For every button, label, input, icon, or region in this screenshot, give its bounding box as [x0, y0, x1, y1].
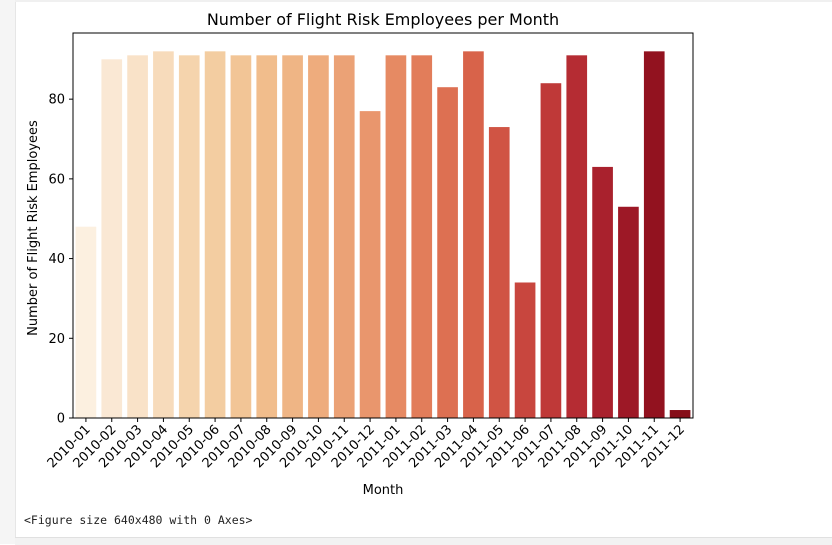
figure-size-output-text: <Figure size 640x480 with 0 Axes> — [24, 513, 253, 527]
bar-2011-11 — [643, 51, 665, 418]
bar-2010-03 — [127, 55, 148, 418]
bar-2011-04 — [463, 51, 484, 418]
plot-frame — [72, 32, 694, 419]
y-tick-label: 0 — [57, 412, 65, 427]
bar-2010-07 — [230, 55, 252, 418]
bar-2011-09 — [592, 166, 613, 418]
y-axis-label: Number of Flight Risk Employees — [26, 120, 41, 336]
bar-2011-06 — [514, 282, 536, 418]
bar-2010-09 — [282, 55, 303, 418]
bar-2010-06 — [204, 51, 226, 418]
bar-2010-12 — [359, 111, 381, 419]
bar-2011-08 — [566, 55, 588, 418]
bar-2010-02 — [101, 59, 123, 418]
bars-group — [75, 51, 691, 419]
bar-2010-10 — [308, 55, 329, 418]
bar-2011-05 — [488, 127, 510, 418]
bar-2011-02 — [411, 55, 433, 418]
chart-title: Number of Flight Risk Employees per Mont… — [207, 10, 559, 29]
next-cell-border — [15, 537, 832, 545]
bar-2011-10 — [618, 206, 639, 418]
cell-output-area: Number of Flight Risk Employees per Mont… — [16, 2, 832, 536]
bar-2011-07 — [540, 83, 562, 418]
bar-2011-01 — [385, 55, 407, 418]
bar-2011-12 — [669, 410, 691, 418]
bar-chart: Number of Flight Risk Employees per Mont… — [26, 10, 694, 498]
notebook-gutter — [0, 0, 16, 544]
y-tick-label: 40 — [48, 252, 65, 267]
bar-2010-01 — [75, 226, 97, 418]
bar-2011-03 — [437, 87, 458, 419]
x-axis-ticks: 2010-012010-022010-032010-042010-052010-… — [45, 418, 688, 471]
y-tick-label: 60 — [48, 172, 65, 187]
bar-2010-04 — [153, 51, 174, 418]
bar-2010-08 — [256, 55, 278, 418]
cell-top-border — [15, 0, 832, 2]
x-axis-label: Month — [363, 483, 404, 498]
y-axis-ticks: 0 20 40 60 80 — [48, 93, 73, 427]
bar-2010-11 — [333, 55, 355, 418]
bar-2010-05 — [178, 55, 200, 418]
y-tick-label: 20 — [48, 332, 65, 347]
y-tick-label: 80 — [48, 93, 65, 108]
